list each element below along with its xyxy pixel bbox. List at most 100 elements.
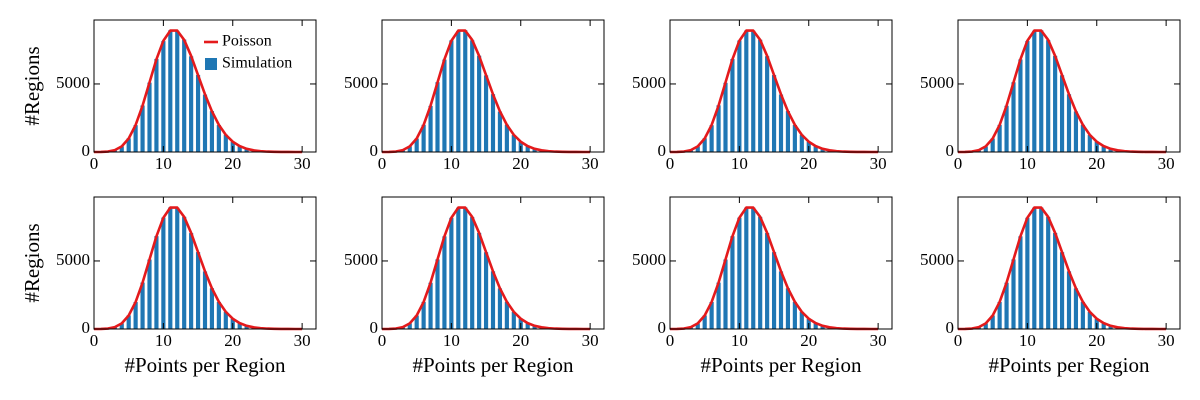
bar <box>751 207 756 329</box>
bar <box>209 288 215 329</box>
bar <box>1101 323 1106 329</box>
x-tick-label: 30 <box>1158 154 1175 173</box>
x-tick-label: 20 <box>512 331 529 350</box>
y-axis-label: #Regions <box>20 46 44 125</box>
x-tick-label: 20 <box>512 154 529 173</box>
bar <box>497 288 503 329</box>
bar <box>449 217 454 329</box>
bar <box>463 207 468 329</box>
bar <box>428 282 433 329</box>
bar <box>744 207 749 329</box>
x-tick-label: 20 <box>224 154 241 173</box>
bar <box>119 146 124 152</box>
bar <box>723 82 728 152</box>
bar <box>737 217 742 329</box>
bar <box>223 134 228 152</box>
bar <box>792 301 797 329</box>
x-tick-label: 30 <box>294 154 311 173</box>
axes-frame <box>957 19 1181 153</box>
bar <box>751 30 756 153</box>
y-tick-label: 0 <box>82 141 91 160</box>
x-axis-label: #Points per Region <box>989 353 1150 377</box>
y-tick-label: 0 <box>946 141 955 160</box>
bar <box>1073 288 1079 329</box>
bar <box>216 301 221 329</box>
bar <box>765 233 770 329</box>
y-tick-label: 5000 <box>632 250 666 269</box>
bar <box>813 323 818 329</box>
bar <box>813 146 818 152</box>
x-tick-label: 30 <box>1158 331 1175 350</box>
bar <box>1080 301 1085 329</box>
bar <box>216 125 221 152</box>
bar <box>140 105 145 152</box>
x-tick-label: 20 <box>224 331 241 350</box>
x-tick-label: 10 <box>1019 331 1036 350</box>
bar <box>442 236 447 329</box>
bar <box>716 105 721 152</box>
bar <box>1025 40 1030 153</box>
bar <box>771 75 777 152</box>
y-tick-label: 0 <box>370 318 379 337</box>
bar <box>407 146 412 152</box>
bar <box>223 311 228 329</box>
y-tick-label: 0 <box>370 141 379 160</box>
bar <box>702 315 707 329</box>
y-tick-label: 5000 <box>56 73 90 92</box>
bar <box>497 111 503 152</box>
bar <box>785 111 791 152</box>
bar <box>414 138 419 152</box>
bar <box>154 58 159 152</box>
bar <box>1004 282 1009 329</box>
bar <box>1073 111 1079 152</box>
axes-frame <box>669 196 893 330</box>
axes-frame <box>669 19 893 153</box>
bar <box>442 59 447 152</box>
bar <box>202 271 208 329</box>
bar <box>1066 94 1072 152</box>
bar <box>244 148 249 152</box>
bar <box>1039 207 1044 329</box>
bar <box>525 323 530 329</box>
bar <box>1011 259 1016 329</box>
bar <box>504 301 509 329</box>
bar <box>504 124 509 152</box>
bar <box>730 236 735 329</box>
bar <box>702 138 707 152</box>
bar <box>456 30 461 152</box>
bar <box>744 30 749 153</box>
axes-frame <box>381 19 605 153</box>
bar <box>1059 252 1065 329</box>
bar <box>1018 236 1023 329</box>
bar <box>778 94 784 152</box>
bar <box>709 301 714 329</box>
bar <box>758 39 763 153</box>
bar <box>470 40 475 152</box>
bar <box>1032 30 1037 152</box>
x-tick-label: 0 <box>666 154 675 173</box>
bar <box>765 56 770 152</box>
x-tick-label: 0 <box>378 154 387 173</box>
x-tick-label: 30 <box>582 154 599 173</box>
y-axis-label: #Regions <box>20 223 44 302</box>
bar <box>175 30 180 152</box>
bar <box>244 325 249 329</box>
bar <box>456 207 461 329</box>
bar <box>182 216 187 329</box>
bar <box>723 259 728 329</box>
x-tick-label: 0 <box>378 331 387 350</box>
bar <box>525 146 530 152</box>
bar <box>209 111 215 152</box>
bar <box>126 138 131 152</box>
bar <box>532 148 537 152</box>
bar <box>421 124 426 152</box>
y-tick-label: 5000 <box>344 73 378 92</box>
bar <box>477 232 482 329</box>
bar <box>237 146 242 152</box>
bar <box>737 40 742 152</box>
bar <box>758 216 763 329</box>
axes-frame <box>93 19 317 153</box>
y-tick-label: 0 <box>82 318 91 337</box>
